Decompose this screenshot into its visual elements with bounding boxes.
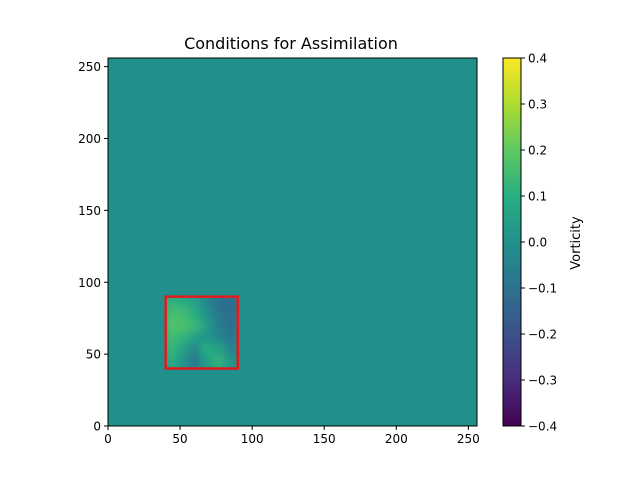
heatmap-background [108, 58, 477, 426]
heatmap-cell [176, 307, 191, 322]
heatmap-cell [165, 343, 179, 358]
y-tick-label: 0 [93, 420, 101, 434]
colorbar-tick-label: 0.4 [528, 52, 547, 66]
heatmap-cell [165, 296, 179, 310]
heatmap-cell [165, 307, 179, 322]
x-tick-label: 250 [457, 432, 480, 446]
y-tick-label: 100 [78, 276, 101, 290]
heatmap-cell [200, 319, 215, 334]
heatmap-cell [200, 355, 215, 369]
heatmap-cell [200, 331, 215, 346]
heatmap-cell [188, 319, 203, 334]
heatmap-cell [200, 343, 215, 358]
colorbar: 0.4 0.3 0.2 0.1 0.0 −0.1 −0.2 −0.3 −0.4 Vorticit… [502, 52, 584, 434]
heatmap-cell [165, 319, 179, 334]
colorbar-tick-label: −0.3 [528, 374, 557, 388]
y-tick-label: 250 [78, 60, 101, 74]
heatmap-cell [224, 343, 238, 358]
colorbar-tick-label: −0.1 [528, 282, 557, 296]
heatmap-cell [212, 307, 227, 322]
heatmap-cell [200, 307, 215, 322]
y-axis: 0 50 100 150 200 250 [78, 60, 108, 434]
x-tick-label: 100 [241, 432, 264, 446]
highlight-box-field [165, 296, 238, 369]
heatmap-cell [188, 307, 203, 322]
y-tick-label: 150 [78, 204, 101, 218]
colorbar-gradient [502, 57, 522, 427]
heatmap-cell [212, 319, 227, 334]
heatmap-cell [176, 355, 191, 369]
heatmap-cell [224, 319, 238, 334]
heatmap-cell [165, 355, 179, 369]
y-tick-label: 50 [86, 348, 101, 362]
x-axis: 0 50 100 150 200 250 [104, 426, 480, 446]
x-tick-label: 0 [104, 432, 112, 446]
heatmap-cell [188, 331, 203, 346]
heatmap-cell [224, 355, 238, 369]
highlight-box [164, 295, 239, 370]
heatmap-cell [188, 296, 203, 310]
chart-title: Conditions for Assimilation [184, 34, 398, 53]
x-tick-label: 150 [313, 432, 336, 446]
heatmap-cell [212, 343, 227, 358]
heatmap-cell [176, 331, 191, 346]
heatmap-cell [188, 343, 203, 358]
heatmap-cell [212, 331, 227, 346]
heatmap-cell [224, 296, 238, 310]
colorbar-tick-label: 0.0 [528, 236, 547, 250]
heatmap-cell [176, 343, 191, 358]
heatmap-cell [212, 355, 227, 369]
x-tick-label: 50 [172, 432, 187, 446]
x-tick-label: 200 [385, 432, 408, 446]
heatmap-cell [188, 355, 203, 369]
heatmap-cell [165, 331, 179, 346]
plot-area [107, 57, 478, 427]
colorbar-tick-label: −0.2 [528, 328, 557, 342]
colorbar-ticks: 0.4 0.3 0.2 0.1 0.0 −0.1 −0.2 −0.3 −0.4 [521, 52, 557, 434]
plot-frame [107, 57, 478, 427]
y-tick-label: 200 [78, 132, 101, 146]
heatmap-cell [176, 296, 191, 310]
colorbar-tick-label: 0.3 [528, 98, 547, 112]
heatmap-cell [224, 307, 238, 322]
heatmap-cell [176, 319, 191, 334]
colorbar-tick-label: −0.4 [528, 420, 557, 434]
colorbar-tick-label: 0.2 [528, 144, 547, 158]
heatmap-cell [200, 296, 215, 310]
colorbar-label: Vorticity [569, 216, 584, 270]
heatmap-cell [224, 331, 238, 346]
heatmap-cell [212, 296, 227, 310]
colorbar-tick-label: 0.1 [528, 190, 547, 204]
